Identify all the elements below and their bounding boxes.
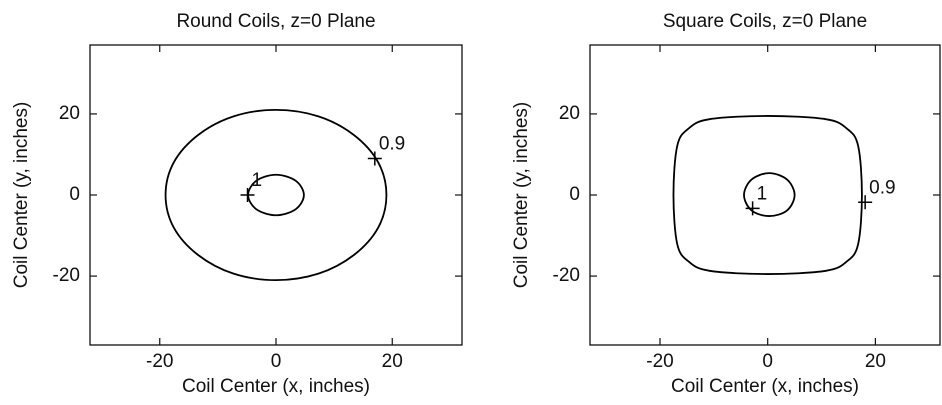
y-tick-label: -20	[553, 265, 580, 286]
contour-level-label: 1	[252, 170, 263, 191]
contour-marker	[367, 151, 382, 166]
y-tick-label: 20	[59, 103, 80, 124]
x-tick-label: 20	[865, 351, 886, 372]
y-tick-label: 20	[559, 103, 580, 124]
contour-level-label: 0.9	[869, 177, 895, 198]
x-tick-label: 0	[271, 351, 282, 372]
x-tick-label: -20	[146, 351, 173, 372]
x-axis-label: Coil Center (x, inches)	[671, 376, 859, 397]
y-tick-label: -20	[53, 265, 80, 286]
contour-marker	[858, 195, 873, 210]
contour-line	[164, 108, 388, 282]
x-tick-label: -20	[646, 351, 673, 372]
contour-line	[743, 172, 796, 217]
contour-line	[672, 115, 863, 275]
chart-title: Round Coils, z=0 Plane	[176, 11, 375, 32]
y-tick-label: 0	[569, 184, 580, 205]
contour-level-label: 0.9	[379, 134, 405, 155]
y-axis-label: Coil Center (y, inches)	[511, 102, 532, 289]
x-tick-label: 0	[762, 351, 773, 372]
contour-marker	[745, 201, 760, 216]
chart-title: Square Coils, z=0 Plane	[663, 11, 867, 32]
contour-level-label: 1	[757, 183, 768, 204]
contour-marker	[240, 188, 255, 202]
axes-box	[89, 44, 463, 346]
y-axis-label: Coil Center (y, inches)	[11, 102, 32, 289]
x-axis-label: Coil Center (x, inches)	[182, 376, 370, 397]
y-tick-label: 0	[69, 184, 80, 205]
x-tick-label: 20	[382, 351, 403, 372]
